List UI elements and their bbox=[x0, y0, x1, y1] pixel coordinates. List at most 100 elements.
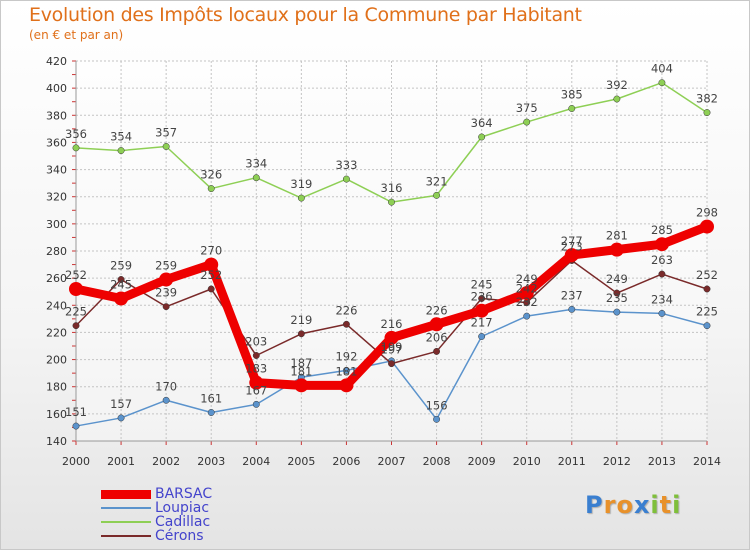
data-label-barsac: 216 bbox=[381, 317, 403, 331]
data-label-cadillac: 392 bbox=[606, 78, 628, 92]
y-tick-label: 420 bbox=[46, 55, 67, 68]
data-label-c-rons: 263 bbox=[651, 253, 673, 267]
data-label-c-rons: 242 bbox=[516, 282, 538, 296]
data-point-loupiac bbox=[207, 409, 215, 416]
data-label-c-rons: 252 bbox=[696, 268, 718, 282]
data-label-cadillac: 404 bbox=[651, 62, 673, 76]
y-tick-label: 220 bbox=[46, 326, 67, 339]
data-point-cadillac bbox=[658, 79, 666, 87]
data-point-cadillac bbox=[297, 194, 305, 202]
y-tick-label: 180 bbox=[46, 381, 67, 394]
legend-label: Loupiac bbox=[155, 500, 210, 516]
legend-swatch bbox=[101, 490, 151, 499]
data-point-cadillac bbox=[207, 185, 215, 193]
y-tick-label: 300 bbox=[46, 218, 67, 231]
data-label-loupiac: 192 bbox=[335, 349, 357, 363]
x-tick-label: 2013 bbox=[648, 455, 676, 468]
data-point-barsac bbox=[294, 378, 309, 393]
legend-label: BARSAC bbox=[155, 486, 213, 502]
x-tick-label: 2004 bbox=[242, 455, 270, 468]
data-label-barsac: 181 bbox=[290, 364, 312, 378]
data-point-loupiac bbox=[252, 400, 260, 408]
data-label-loupiac: 157 bbox=[110, 397, 132, 411]
data-label-c-rons: 239 bbox=[155, 286, 177, 300]
x-tick-label: 2009 bbox=[468, 455, 496, 468]
data-label-c-rons: 249 bbox=[606, 272, 628, 286]
x-tick-label: 2002 bbox=[152, 455, 180, 468]
data-label-c-rons: 252 bbox=[200, 268, 222, 282]
data-point-loupiac bbox=[703, 322, 711, 330]
data-point-loupiac bbox=[523, 312, 531, 320]
data-label-barsac: 249 bbox=[516, 272, 538, 286]
data-label-cadillac: 356 bbox=[65, 127, 87, 141]
x-tick-label: 2008 bbox=[423, 455, 451, 468]
x-tick-label: 2006 bbox=[332, 455, 360, 468]
data-point-barsac bbox=[609, 242, 624, 257]
legend-swatch bbox=[101, 521, 151, 523]
x-tick-label: 2003 bbox=[197, 455, 225, 468]
data-point-c-rons bbox=[297, 330, 305, 338]
y-tick-label: 280 bbox=[46, 245, 67, 258]
data-point-cadillac bbox=[117, 147, 125, 155]
data-label-cadillac: 334 bbox=[245, 157, 267, 171]
data-label-barsac: 183 bbox=[245, 362, 267, 376]
data-point-c-rons bbox=[703, 285, 711, 293]
data-point-loupiac bbox=[433, 415, 441, 423]
data-point-barsac bbox=[249, 375, 264, 390]
data-label-c-rons: 259 bbox=[110, 259, 132, 273]
data-point-cadillac bbox=[613, 95, 621, 103]
data-point-loupiac bbox=[342, 366, 350, 374]
data-point-barsac bbox=[519, 286, 534, 301]
data-label-loupiac: 156 bbox=[426, 398, 448, 412]
data-point-cadillac bbox=[568, 105, 576, 112]
y-tick-label: 360 bbox=[46, 136, 67, 149]
data-label-cadillac: 354 bbox=[110, 130, 132, 144]
proxiti-logo: Proxiti bbox=[585, 491, 681, 519]
x-tick-label: 2012 bbox=[603, 455, 631, 468]
legend-label: Cérons bbox=[155, 528, 204, 544]
x-tick-label: 2011 bbox=[558, 455, 586, 468]
data-label-barsac: 281 bbox=[606, 229, 628, 243]
data-point-cadillac bbox=[433, 191, 441, 199]
data-label-c-rons: 206 bbox=[426, 330, 448, 344]
data-label-loupiac: 167 bbox=[245, 383, 267, 397]
data-label-barsac: 226 bbox=[426, 303, 448, 317]
data-label-barsac: 298 bbox=[696, 206, 718, 220]
data-point-c-rons bbox=[478, 295, 486, 302]
y-tick-label: 240 bbox=[46, 299, 67, 312]
y-tick-label: 160 bbox=[46, 408, 67, 421]
data-label-cadillac: 316 bbox=[381, 181, 403, 195]
y-tick-label: 340 bbox=[46, 164, 67, 177]
data-label-cadillac: 319 bbox=[290, 177, 312, 191]
data-point-barsac bbox=[429, 317, 444, 332]
data-point-cadillac bbox=[703, 109, 711, 117]
data-label-loupiac: 151 bbox=[65, 405, 87, 419]
data-point-barsac bbox=[339, 378, 354, 393]
data-point-loupiac bbox=[162, 396, 170, 404]
data-label-cadillac: 326 bbox=[200, 168, 222, 182]
y-tick-label: 400 bbox=[46, 82, 67, 95]
data-label-loupiac: 161 bbox=[200, 392, 222, 406]
data-label-loupiac: 235 bbox=[606, 291, 628, 305]
data-labels: 356 354 357 326 334 319 333 316 321 364 375 385 392 4… bbox=[65, 62, 718, 419]
data-point-c-rons bbox=[252, 352, 260, 359]
x-tick-label: 2007 bbox=[378, 455, 406, 468]
data-label-loupiac: 170 bbox=[155, 379, 177, 393]
data-point-c-rons bbox=[342, 320, 350, 328]
data-label-loupiac: 237 bbox=[561, 288, 583, 302]
data-point-cadillac bbox=[162, 143, 170, 150]
y-tick-label: 200 bbox=[46, 354, 67, 367]
data-label-c-rons: 219 bbox=[290, 313, 312, 327]
chart-subtitle: (en € et par an) bbox=[29, 28, 124, 42]
data-label-c-rons: 203 bbox=[245, 335, 267, 349]
logo-letter: i bbox=[650, 491, 660, 519]
data-point-c-rons bbox=[207, 285, 215, 293]
x-tick-label: 2001 bbox=[107, 455, 135, 468]
x-tick-label: 2010 bbox=[513, 455, 541, 468]
data-point-barsac bbox=[159, 272, 174, 287]
y-tick-label: 380 bbox=[46, 109, 67, 122]
data-label-cadillac: 333 bbox=[335, 158, 357, 172]
x-tick-label: 2000 bbox=[62, 455, 90, 468]
